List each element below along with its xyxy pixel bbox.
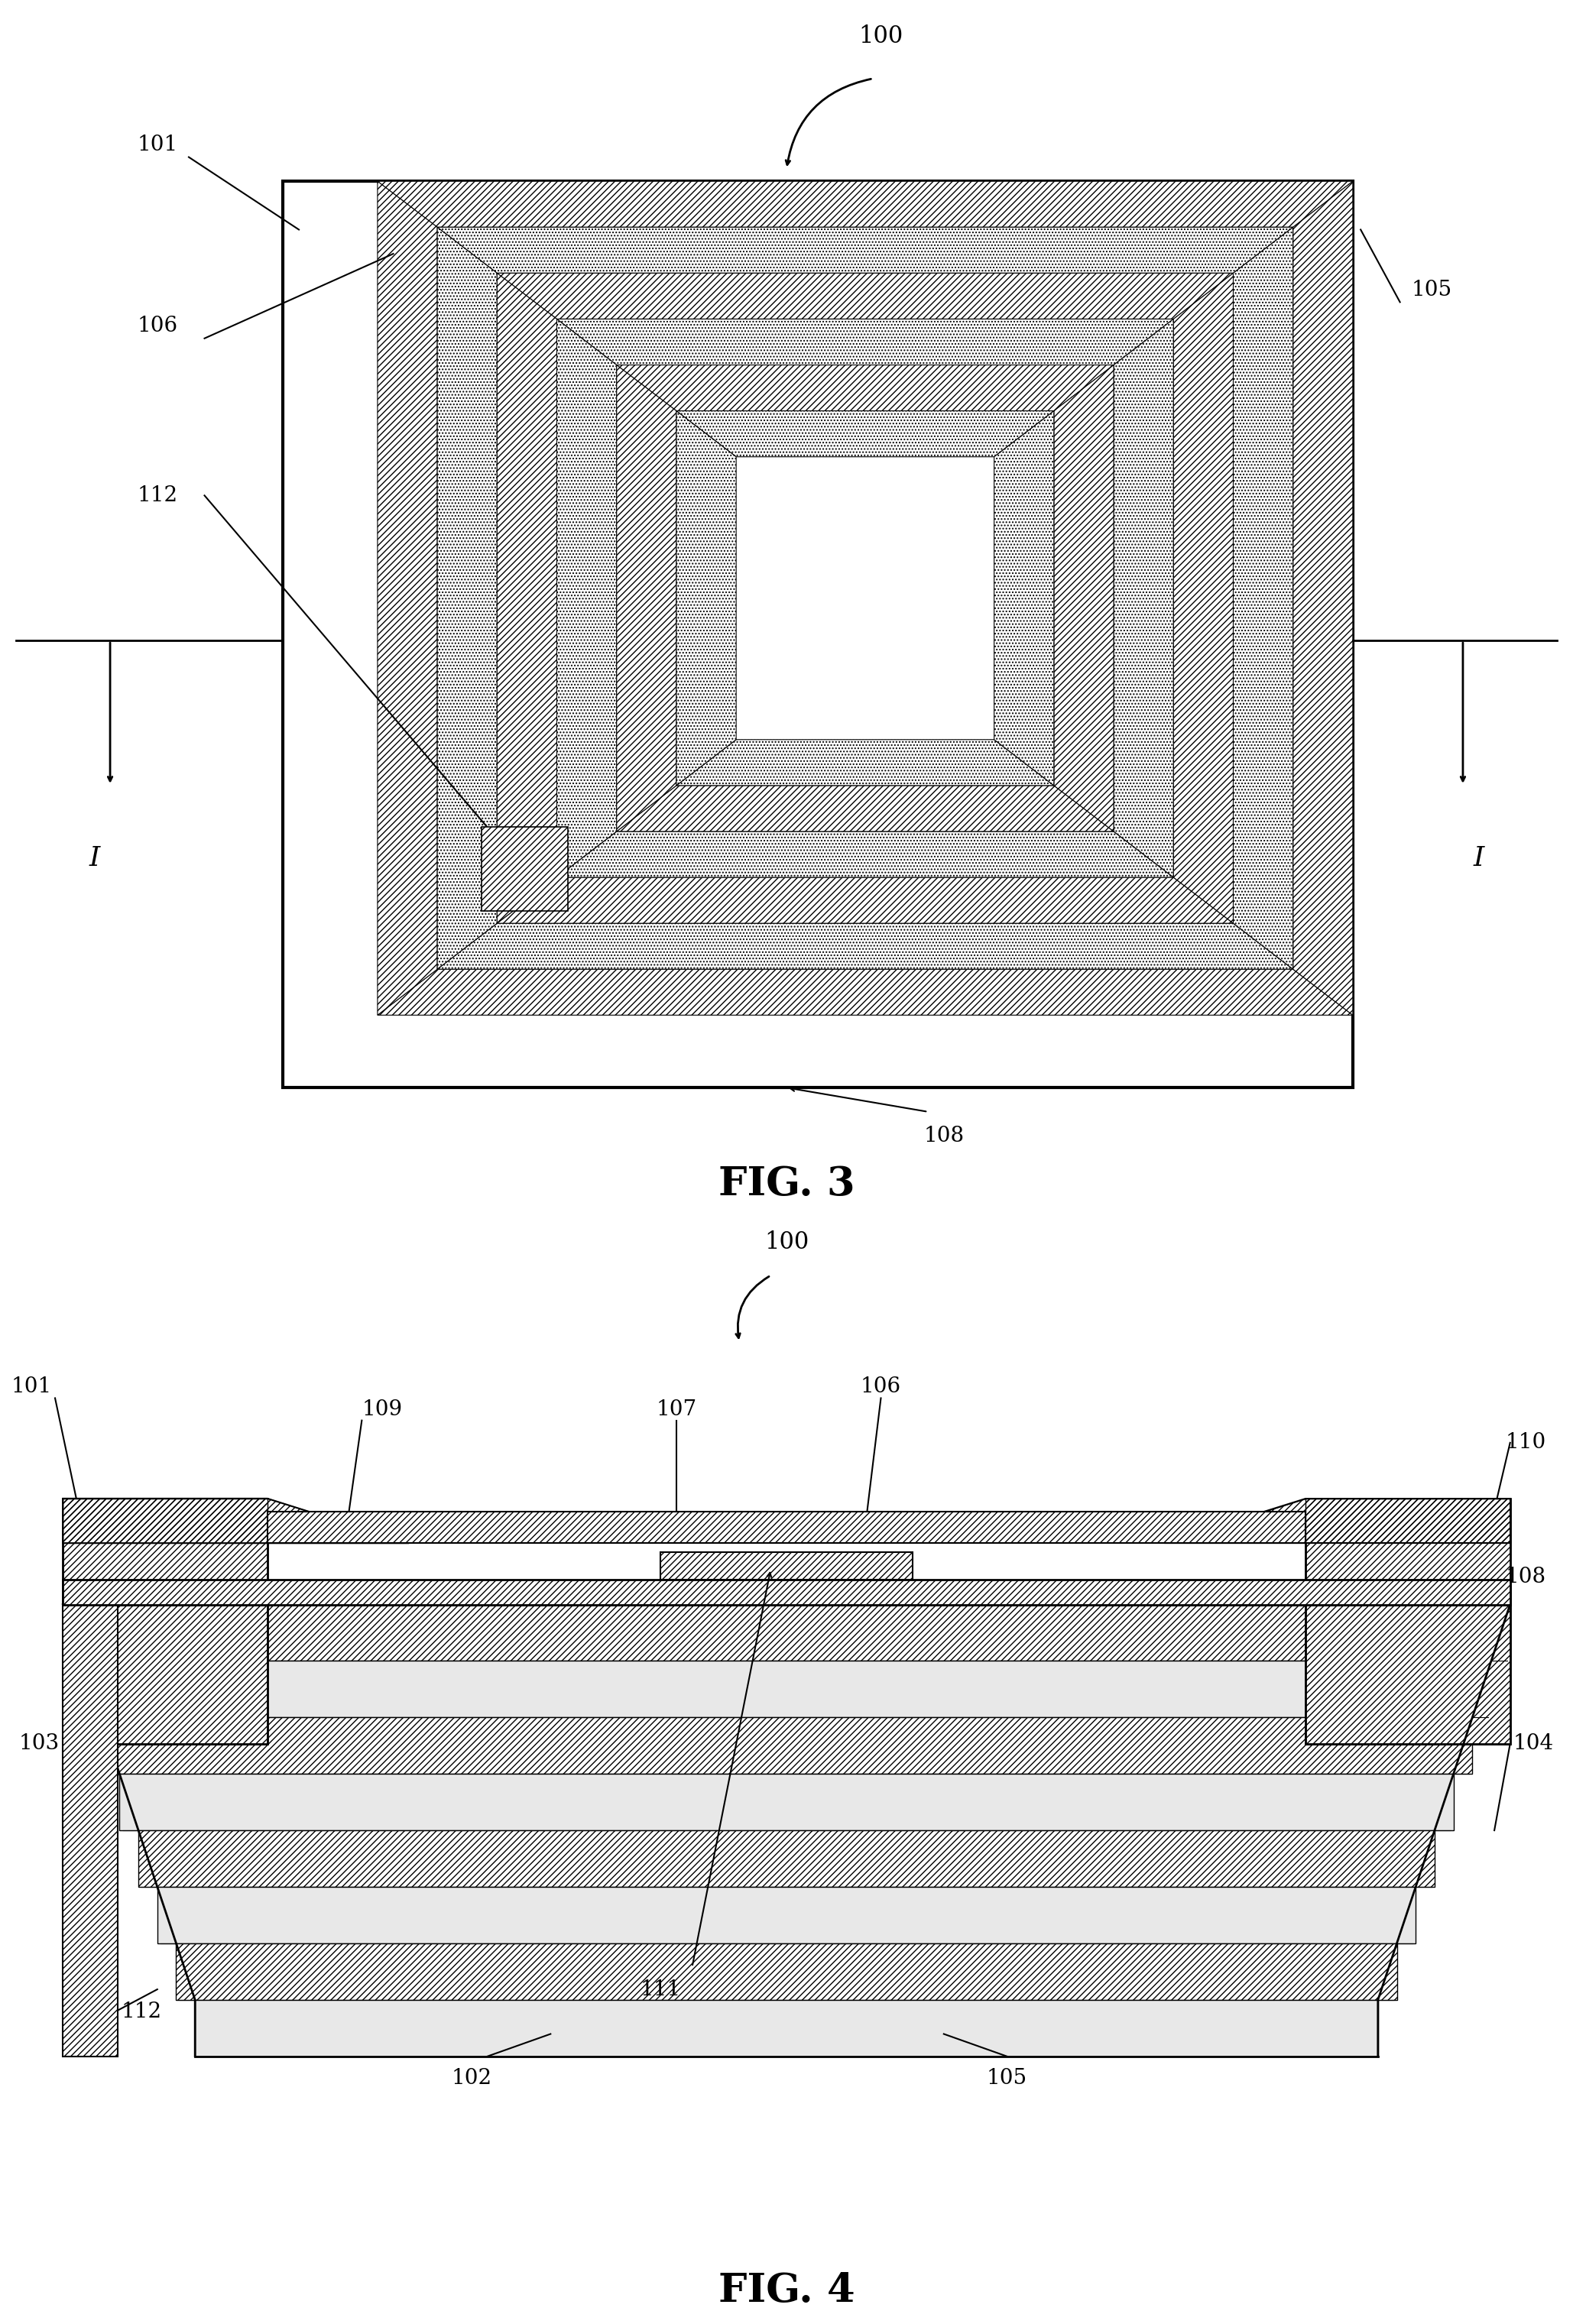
- Bar: [63, 1604, 118, 2057]
- Bar: [63, 1604, 118, 2057]
- Polygon shape: [617, 365, 1114, 411]
- Text: 106: 106: [137, 316, 178, 337]
- Polygon shape: [497, 274, 1233, 318]
- Polygon shape: [101, 1717, 1472, 1773]
- Polygon shape: [437, 228, 1293, 274]
- Text: 100: 100: [859, 26, 903, 49]
- Text: 111: 111: [640, 1980, 681, 1999]
- Polygon shape: [497, 274, 557, 923]
- Polygon shape: [1054, 365, 1114, 832]
- Polygon shape: [378, 969, 1353, 1016]
- Polygon shape: [63, 1604, 1510, 1662]
- Polygon shape: [195, 1999, 1378, 2057]
- Polygon shape: [176, 1943, 1397, 1999]
- Text: 102: 102: [451, 2068, 492, 2089]
- Polygon shape: [1173, 274, 1233, 923]
- Polygon shape: [1114, 318, 1173, 878]
- Text: 112: 112: [121, 2001, 162, 2022]
- Bar: [661, 1552, 912, 1580]
- Polygon shape: [557, 318, 1173, 365]
- Text: 103: 103: [19, 1734, 60, 1755]
- Polygon shape: [378, 181, 1353, 228]
- Polygon shape: [994, 411, 1054, 786]
- Bar: [283, 181, 1353, 1088]
- Text: 101: 101: [11, 1376, 52, 1397]
- Polygon shape: [120, 1773, 1453, 1831]
- Polygon shape: [617, 786, 1114, 832]
- Text: FIG. 4: FIG. 4: [719, 2271, 854, 2310]
- Text: 106: 106: [860, 1376, 901, 1397]
- Bar: [63, 1499, 267, 1743]
- Polygon shape: [617, 365, 676, 832]
- Bar: [1306, 1499, 1510, 1743]
- Polygon shape: [557, 318, 617, 878]
- Polygon shape: [63, 1499, 409, 1543]
- Bar: [1306, 1499, 1510, 1743]
- Polygon shape: [138, 1831, 1435, 1887]
- Bar: [481, 827, 568, 911]
- Polygon shape: [676, 411, 1054, 458]
- Bar: [267, 1513, 1306, 1543]
- Bar: [661, 1552, 912, 1580]
- Text: FIG. 3: FIG. 3: [719, 1164, 854, 1204]
- Text: 110: 110: [1505, 1432, 1546, 1452]
- Bar: [267, 1513, 1306, 1543]
- Text: 107: 107: [656, 1399, 697, 1420]
- Polygon shape: [437, 228, 497, 969]
- Polygon shape: [378, 181, 437, 1016]
- Polygon shape: [1233, 228, 1293, 969]
- Text: 109: 109: [362, 1399, 403, 1420]
- Text: 105: 105: [986, 2068, 1027, 2089]
- Polygon shape: [82, 1662, 1491, 1717]
- Bar: [63, 1499, 267, 1743]
- Polygon shape: [497, 878, 1233, 923]
- Text: 108: 108: [923, 1125, 964, 1146]
- Bar: [63, 1580, 1510, 1604]
- Polygon shape: [437, 923, 1293, 969]
- Text: I: I: [1474, 846, 1483, 872]
- Text: 101: 101: [137, 135, 178, 156]
- Polygon shape: [1164, 1499, 1510, 1543]
- Text: 100: 100: [764, 1229, 809, 1253]
- Text: I: I: [90, 846, 99, 872]
- Text: 112: 112: [137, 486, 178, 507]
- Polygon shape: [157, 1887, 1416, 1943]
- Text: 105: 105: [1411, 279, 1452, 300]
- Polygon shape: [557, 832, 1173, 878]
- Bar: [63, 1580, 1510, 1604]
- Polygon shape: [676, 739, 1054, 786]
- Polygon shape: [676, 411, 736, 786]
- Text: 104: 104: [1513, 1734, 1554, 1755]
- Polygon shape: [1293, 181, 1353, 1016]
- Text: 108: 108: [1505, 1566, 1546, 1587]
